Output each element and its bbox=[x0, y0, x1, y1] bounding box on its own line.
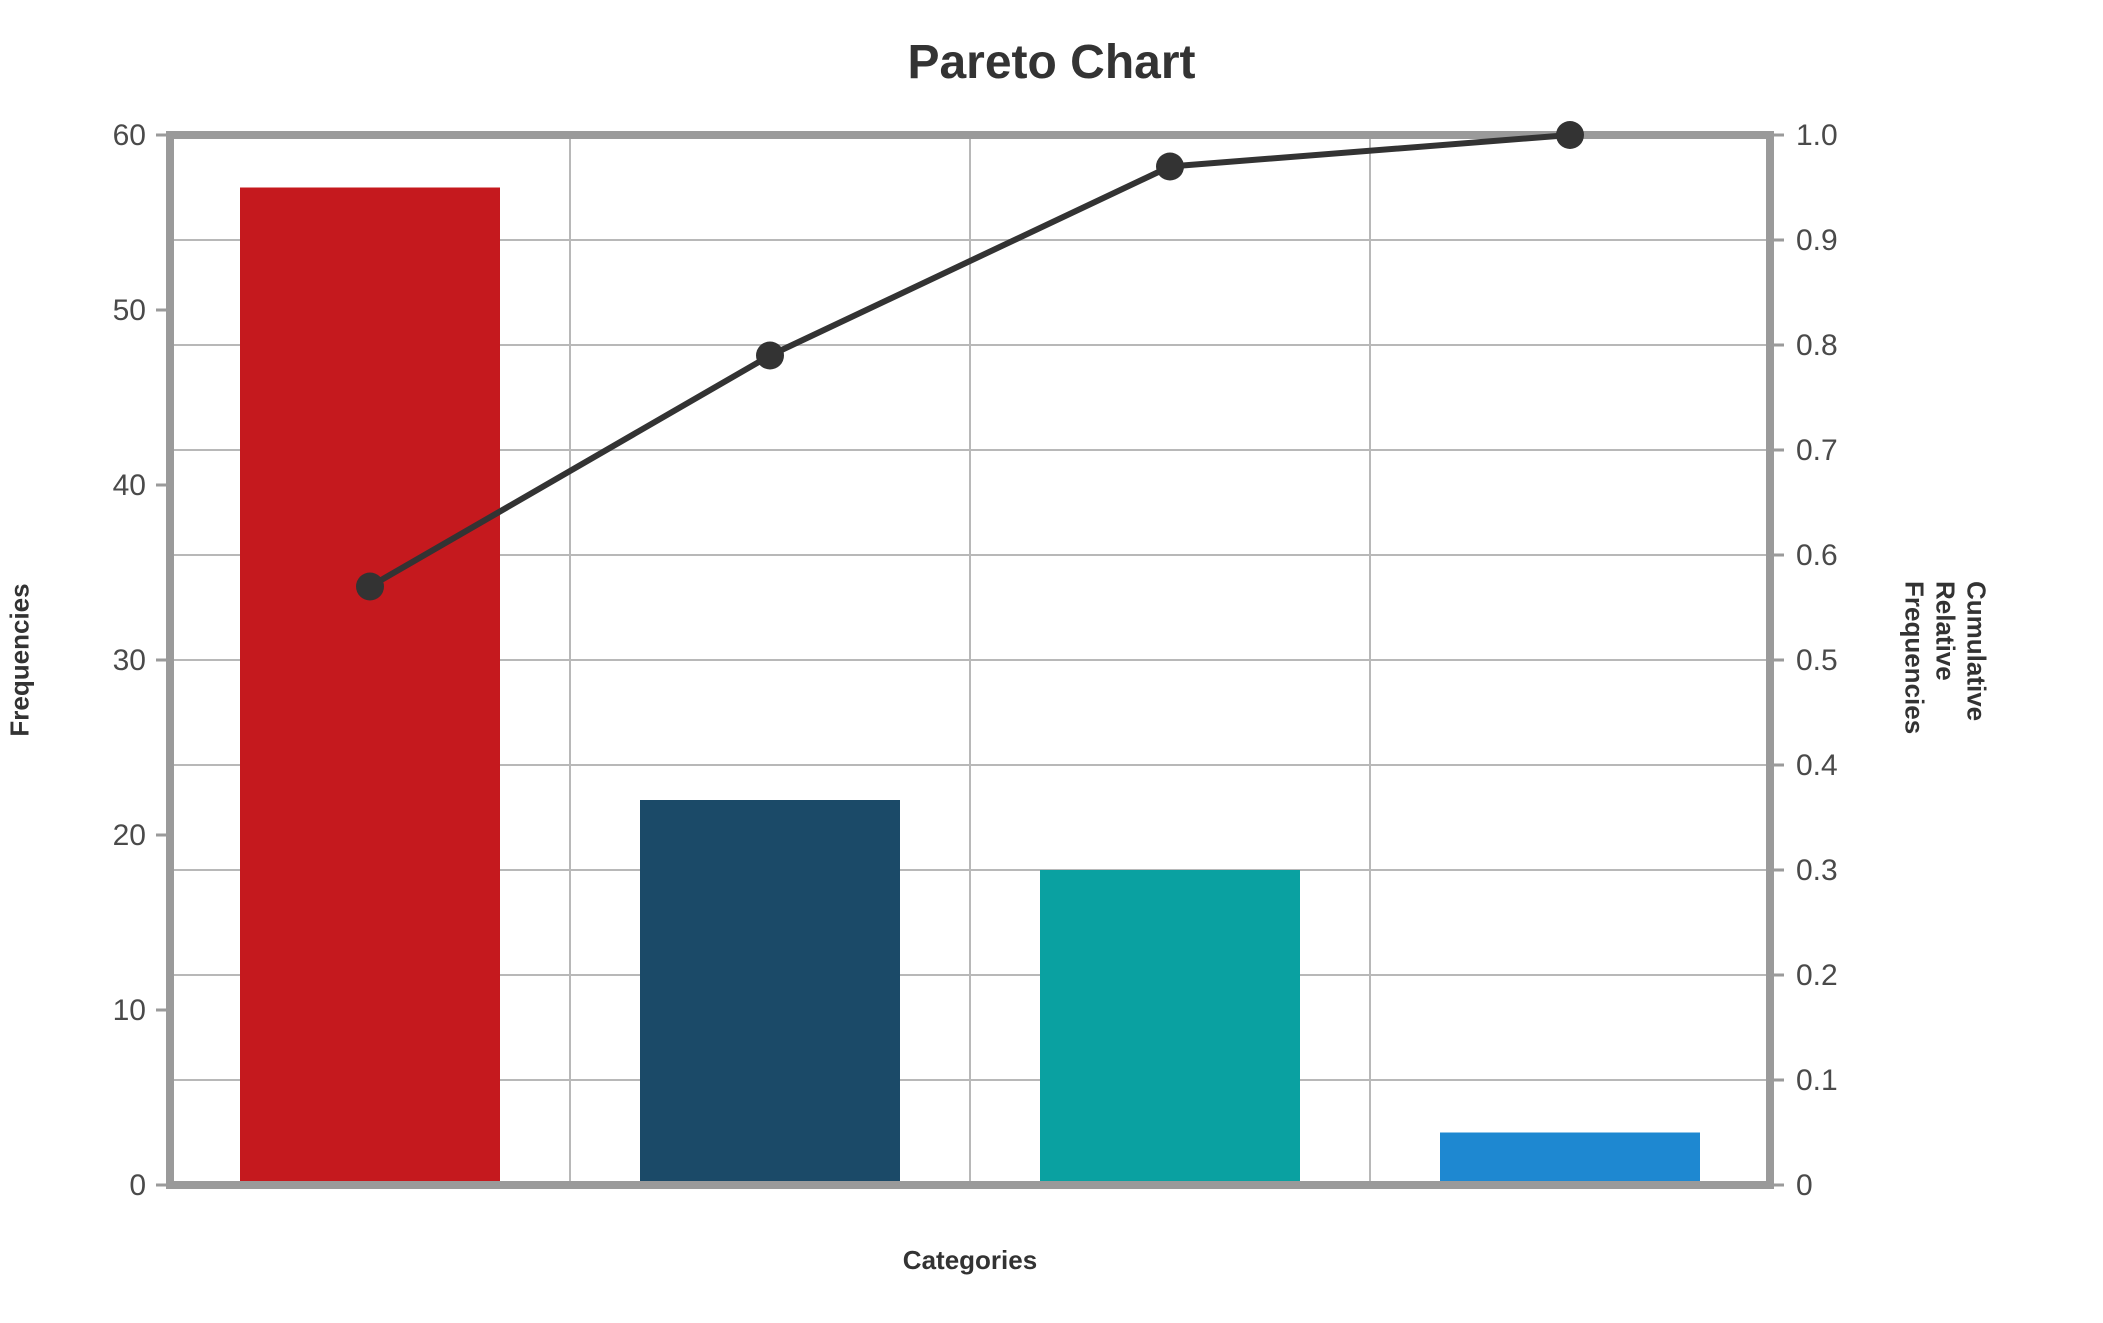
cumulative-marker-1 bbox=[356, 573, 384, 601]
y-right-tick-0.1: 0.1 bbox=[1796, 1064, 1838, 1097]
cumulative-marker-2 bbox=[756, 342, 784, 370]
y-right-tick-0.2: 0.2 bbox=[1796, 959, 1838, 992]
y-right-tick-0: 0 bbox=[1796, 1169, 1813, 1202]
y-left-tick-50: 50 bbox=[113, 294, 146, 327]
y-left-tick-20: 20 bbox=[113, 819, 146, 852]
bar-4 bbox=[1440, 1133, 1700, 1186]
y-left-tick-30: 30 bbox=[113, 644, 146, 677]
y-left-tick-60: 60 bbox=[113, 119, 146, 152]
y-left-tick-10: 10 bbox=[113, 994, 146, 1027]
y-right-tick-0.4: 0.4 bbox=[1796, 749, 1838, 782]
cumulative-marker-3 bbox=[1156, 153, 1184, 181]
y-right-tick-0.6: 0.6 bbox=[1796, 539, 1838, 572]
pareto-chart-svg: 0 10 20 30 40 50 60 0 0.1 0.2 0.3 0.4 0.5 0.6 0.7 0.8 0.… bbox=[0, 0, 2103, 1323]
y-left-tick-0: 0 bbox=[129, 1169, 146, 1202]
y-left-tick-40: 40 bbox=[113, 469, 146, 502]
bar-1 bbox=[240, 188, 500, 1186]
y-right-tick-0.5: 0.5 bbox=[1796, 644, 1838, 677]
y-right-tick-0.9: 0.9 bbox=[1796, 224, 1838, 257]
bar-3 bbox=[1040, 870, 1300, 1185]
y-right-tick-0.7: 0.7 bbox=[1796, 434, 1838, 467]
y-right-tick-0.8: 0.8 bbox=[1796, 329, 1838, 362]
y-right-tick-0.3: 0.3 bbox=[1796, 854, 1838, 887]
bar-2 bbox=[640, 800, 900, 1185]
cumulative-marker-4 bbox=[1556, 121, 1584, 149]
chart-container: { "chart": { "type": "pareto", "title": … bbox=[0, 0, 2103, 1323]
y-right-tick-1: 1.0 bbox=[1796, 119, 1838, 152]
